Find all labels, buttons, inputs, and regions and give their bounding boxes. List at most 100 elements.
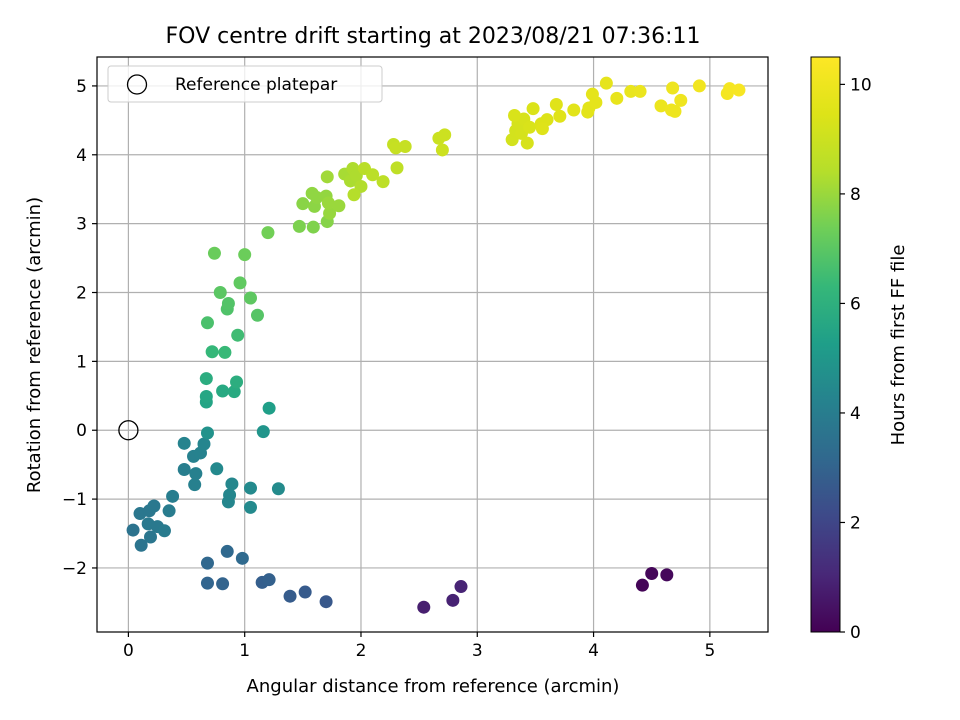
data-point (216, 577, 230, 591)
data-point (553, 109, 567, 123)
data-point (210, 462, 224, 476)
data-point (319, 595, 333, 609)
data-point (332, 199, 346, 213)
data-point (197, 437, 211, 451)
data-point (134, 538, 148, 552)
data-point (235, 551, 249, 565)
y-tick-label: 1 (76, 352, 87, 372)
data-point (200, 316, 214, 330)
data-point (535, 122, 549, 136)
data-point (589, 95, 603, 109)
plot-frame (96, 56, 769, 633)
data-point (305, 186, 319, 200)
reference-platepar-marker (118, 420, 139, 441)
data-point (143, 530, 157, 544)
data-point (320, 170, 334, 184)
data-point (674, 93, 688, 107)
data-point (126, 523, 140, 537)
grid (97, 57, 768, 632)
data-point (366, 168, 380, 182)
data-point (250, 308, 264, 322)
data-point (147, 499, 161, 513)
data-point (177, 462, 191, 476)
legend-entry: Reference platepar (175, 75, 337, 95)
data-point (230, 375, 244, 389)
colorbar-tick-label: 10 (850, 75, 872, 95)
colorbar-tick-label: 0 (850, 623, 861, 643)
data-point (390, 161, 404, 175)
data-point (417, 600, 431, 614)
data-point (238, 248, 252, 262)
data-point (166, 489, 180, 503)
data-point (256, 425, 270, 439)
legend-box (107, 65, 383, 103)
data-point (283, 589, 297, 603)
x-tick-label: 0 (123, 641, 134, 661)
data-point (660, 568, 674, 582)
x-axis-label: Angular distance from reference (arcmin) (247, 676, 620, 697)
data-point (454, 580, 468, 594)
data-point (347, 188, 361, 202)
data-point (231, 328, 245, 342)
data-point (233, 276, 247, 290)
data-point (376, 175, 390, 189)
data-point (549, 98, 563, 112)
data-point (526, 102, 540, 116)
data-points (126, 76, 746, 614)
data-point (507, 109, 521, 123)
data-point (438, 128, 452, 142)
data-point (435, 143, 449, 157)
data-point (633, 84, 647, 98)
data-point (216, 384, 230, 398)
data-point (177, 436, 191, 450)
data-point (520, 136, 534, 150)
x-tick-label: 5 (704, 641, 715, 661)
data-point (389, 141, 403, 155)
data-point (244, 500, 258, 514)
data-point (664, 103, 678, 117)
chart-title: FOV centre drift starting at 2023/08/21 … (166, 24, 701, 49)
data-point (199, 389, 213, 403)
data-point (654, 99, 668, 113)
data-point (321, 196, 335, 210)
colorbar-tick-label: 8 (850, 185, 861, 205)
data-point (523, 120, 537, 134)
data-point (610, 91, 624, 105)
data-point (262, 401, 276, 415)
y-tick-label: −1 (62, 490, 87, 510)
data-point (221, 495, 235, 509)
data-point (296, 197, 310, 211)
y-tick-label: 0 (76, 421, 87, 441)
data-point (732, 83, 746, 97)
x-tick-label: 4 (588, 641, 599, 661)
reference-layer (118, 420, 139, 441)
data-point (199, 372, 213, 386)
y-tick-label: 4 (76, 146, 87, 166)
legend-marker-icon (126, 74, 148, 95)
colorbar-tick-label: 6 (850, 294, 861, 314)
data-point (200, 576, 214, 590)
x-tick-label: 2 (356, 641, 367, 661)
data-point (244, 481, 258, 495)
legend: Reference platepar (107, 65, 383, 103)
colorbar-tick-label: 2 (850, 513, 861, 533)
colorbar: 0 2 4 6 8 10 Hours from first FF file (810, 56, 909, 643)
data-point (298, 585, 312, 599)
colorbar-label: Hours from first FF file (888, 245, 909, 446)
data-point (221, 297, 235, 311)
y-axis-label: Rotation from reference (arcmin) (24, 197, 45, 493)
data-point (692, 79, 706, 93)
y-tick-label: 2 (76, 284, 87, 304)
data-point (225, 477, 239, 491)
data-point (666, 81, 680, 95)
y-tick-label: 3 (76, 215, 87, 235)
data-point (624, 84, 638, 98)
data-point (306, 220, 320, 234)
y-tick-label: −2 (62, 559, 87, 579)
data-point (323, 206, 337, 220)
data-point (188, 478, 202, 492)
plot-area (97, 57, 768, 632)
data-point (599, 76, 613, 90)
data-point (162, 504, 176, 518)
